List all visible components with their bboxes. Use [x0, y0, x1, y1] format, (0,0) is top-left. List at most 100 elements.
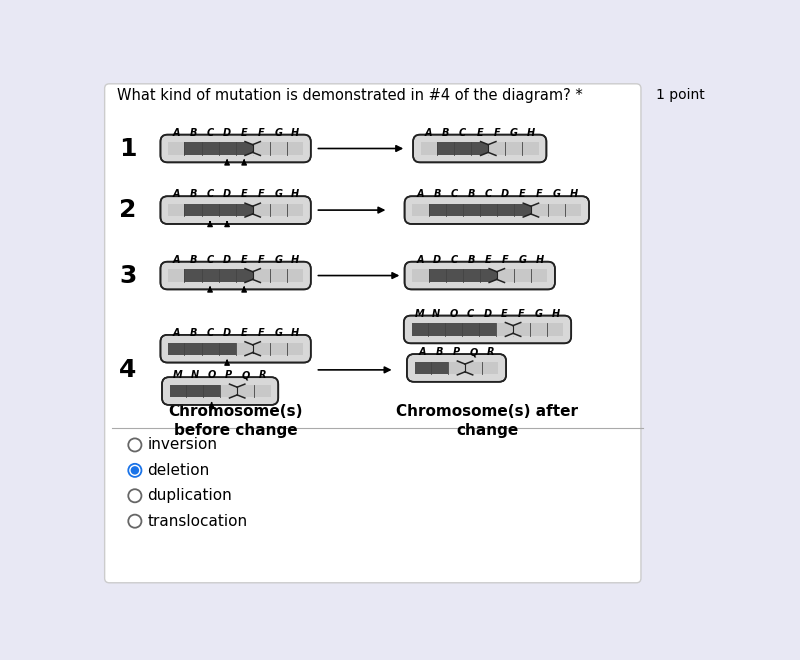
Text: M: M: [414, 309, 424, 319]
Bar: [218, 204, 236, 216]
Text: Chromosome(s) after
change: Chromosome(s) after change: [397, 404, 578, 438]
Text: A: A: [172, 189, 180, 199]
Bar: [431, 362, 448, 374]
Bar: [445, 323, 462, 335]
Text: G: G: [274, 255, 282, 265]
Text: B: B: [190, 128, 197, 138]
FancyBboxPatch shape: [161, 196, 310, 224]
Text: A: A: [172, 328, 180, 338]
Polygon shape: [245, 279, 260, 283]
Text: F: F: [258, 328, 265, 338]
Circle shape: [128, 438, 142, 451]
Bar: [462, 269, 480, 282]
FancyBboxPatch shape: [161, 135, 310, 162]
Bar: [429, 204, 446, 216]
Bar: [236, 269, 253, 282]
Text: H: H: [291, 128, 299, 138]
Text: B: B: [190, 328, 197, 338]
Text: D: D: [502, 189, 510, 199]
Bar: [253, 204, 270, 216]
FancyBboxPatch shape: [161, 262, 310, 290]
Bar: [253, 343, 270, 355]
Polygon shape: [489, 279, 505, 283]
Polygon shape: [481, 152, 496, 156]
Text: H: H: [527, 128, 535, 138]
Bar: [203, 385, 220, 397]
Bar: [482, 362, 498, 374]
Text: H: H: [291, 255, 299, 265]
Bar: [236, 204, 253, 216]
Bar: [168, 269, 185, 282]
Text: 1: 1: [119, 137, 137, 160]
Bar: [496, 323, 513, 335]
Bar: [236, 143, 253, 154]
Polygon shape: [230, 395, 245, 399]
Text: translocation: translocation: [147, 513, 247, 529]
Bar: [202, 143, 218, 154]
Text: C: C: [485, 189, 492, 199]
Bar: [454, 143, 471, 154]
Text: P: P: [225, 370, 232, 380]
Bar: [514, 269, 531, 282]
Bar: [548, 204, 565, 216]
Polygon shape: [245, 152, 260, 156]
Bar: [480, 204, 497, 216]
Text: C: C: [450, 189, 458, 199]
Bar: [471, 143, 488, 154]
Bar: [497, 204, 514, 216]
Text: F: F: [518, 309, 525, 319]
Bar: [522, 143, 538, 154]
Bar: [479, 323, 496, 335]
Text: A: A: [418, 347, 426, 357]
Bar: [429, 269, 446, 282]
Bar: [513, 323, 530, 335]
FancyBboxPatch shape: [405, 262, 555, 290]
Bar: [437, 143, 454, 154]
Text: F: F: [258, 255, 265, 265]
Circle shape: [130, 466, 139, 475]
Text: R: R: [259, 370, 266, 380]
Text: D: D: [223, 255, 231, 265]
Text: C: C: [206, 255, 214, 265]
Text: D: D: [433, 255, 441, 265]
Text: E: E: [485, 255, 491, 265]
Text: duplication: duplication: [147, 488, 232, 504]
Text: E: E: [241, 328, 247, 338]
Text: A: A: [416, 189, 424, 199]
Text: E: E: [477, 128, 483, 138]
Text: What kind of mutation is demonstrated in #4 of the diagram? *: What kind of mutation is demonstrated in…: [117, 88, 582, 104]
Bar: [547, 323, 563, 335]
FancyBboxPatch shape: [407, 354, 506, 381]
Text: F: F: [536, 189, 542, 199]
Bar: [202, 343, 218, 355]
FancyBboxPatch shape: [413, 135, 546, 162]
Text: Q: Q: [470, 347, 478, 357]
Bar: [286, 204, 303, 216]
Bar: [185, 204, 202, 216]
Polygon shape: [458, 360, 473, 364]
Text: G: G: [274, 328, 282, 338]
Circle shape: [128, 515, 142, 528]
Text: N: N: [432, 309, 441, 319]
FancyBboxPatch shape: [404, 315, 571, 343]
Text: H: H: [291, 189, 299, 199]
Bar: [168, 204, 185, 216]
Bar: [170, 385, 186, 397]
Text: A: A: [416, 255, 424, 265]
Text: A: A: [172, 255, 180, 265]
Text: 4: 4: [119, 358, 137, 382]
Text: B: B: [436, 347, 443, 357]
Text: B: B: [467, 189, 475, 199]
Polygon shape: [245, 352, 260, 356]
Text: G: G: [274, 128, 282, 138]
Text: P: P: [453, 347, 460, 357]
Text: C: C: [206, 328, 214, 338]
Polygon shape: [523, 203, 538, 206]
Polygon shape: [481, 141, 496, 145]
Polygon shape: [245, 203, 260, 206]
Text: B: B: [442, 128, 450, 138]
Polygon shape: [230, 383, 245, 387]
FancyBboxPatch shape: [105, 84, 641, 583]
FancyBboxPatch shape: [162, 378, 278, 405]
Text: N: N: [190, 370, 198, 380]
